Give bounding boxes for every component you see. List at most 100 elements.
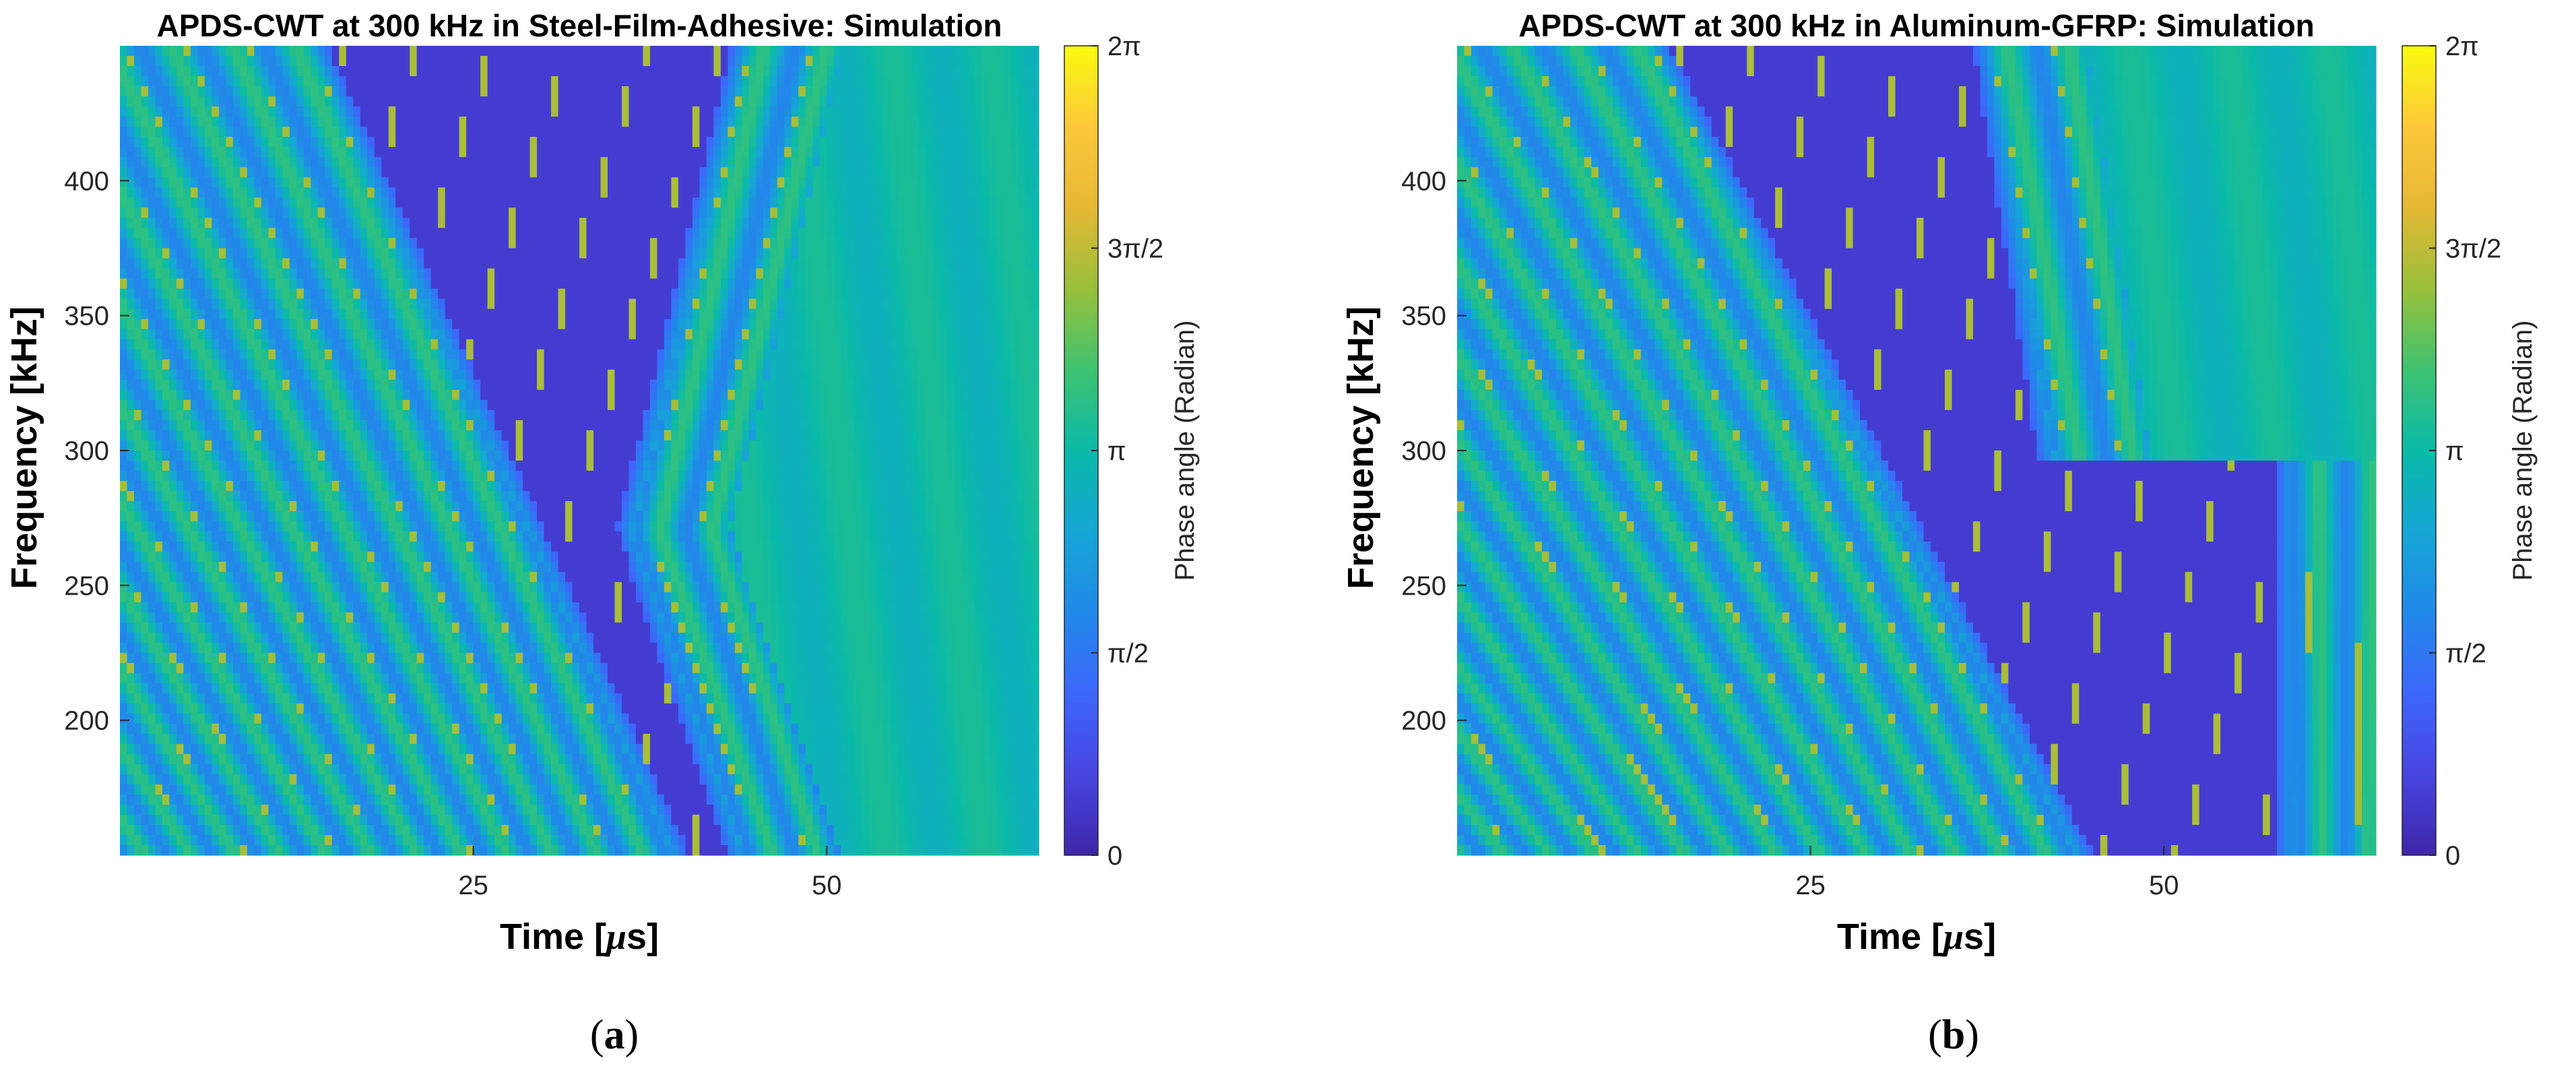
heatmap-cell bbox=[1025, 116, 1032, 127]
heatmap-cell bbox=[579, 167, 587, 178]
heatmap-cell bbox=[1025, 309, 1032, 320]
heatmap-cell bbox=[897, 207, 905, 218]
heatmap-cell bbox=[911, 137, 919, 147]
heatmap-cell bbox=[304, 269, 311, 279]
heatmap-cell bbox=[735, 390, 742, 401]
heatmap-cell bbox=[466, 167, 474, 178]
heatmap-cell bbox=[685, 96, 693, 107]
heatmap-cell bbox=[876, 137, 884, 147]
heatmap-cell bbox=[848, 380, 856, 391]
heatmap-cell bbox=[827, 410, 834, 421]
heatmap-cell bbox=[862, 177, 870, 188]
heatmap-cell bbox=[424, 66, 431, 77]
heatmap-cell bbox=[474, 207, 481, 218]
heatmap-cell bbox=[191, 197, 198, 208]
heatmap-cell bbox=[905, 370, 912, 380]
heatmap-cell bbox=[820, 309, 827, 320]
heatmap-cell bbox=[191, 238, 198, 248]
heatmap-cell bbox=[502, 167, 509, 178]
heatmap-cell bbox=[954, 259, 961, 269]
heatmap-cell bbox=[474, 410, 481, 421]
heatmap-cell bbox=[891, 400, 898, 411]
heatmap-cell bbox=[636, 360, 643, 370]
heatmap-cell bbox=[325, 76, 332, 87]
heatmap-cell bbox=[600, 329, 608, 340]
heatmap-cell bbox=[127, 167, 134, 178]
heatmap-cell bbox=[763, 137, 771, 147]
heatmap-cell bbox=[905, 147, 912, 158]
heatmap-cell bbox=[240, 360, 247, 370]
heatmap-cell bbox=[905, 329, 912, 340]
heatmap-cell bbox=[226, 147, 233, 158]
heatmap-cell bbox=[176, 289, 184, 300]
heatmap-cell bbox=[735, 187, 742, 198]
heatmap-cell bbox=[311, 289, 318, 300]
heatmap-cell bbox=[911, 339, 919, 350]
heatmap-cell bbox=[784, 299, 792, 310]
heatmap-cell bbox=[643, 96, 650, 107]
heatmap-cell bbox=[678, 410, 686, 421]
heatmap-cell bbox=[990, 127, 997, 137]
heatmap-cell bbox=[212, 157, 219, 168]
heatmap-cell bbox=[403, 66, 410, 77]
heatmap-cell bbox=[1010, 157, 1018, 168]
heatmap-cell bbox=[699, 177, 707, 188]
heatmap-cell bbox=[713, 329, 721, 340]
heatmap-cell bbox=[629, 157, 636, 168]
heatmap-cell bbox=[855, 329, 862, 340]
heatmap-cell bbox=[834, 187, 841, 198]
heatmap-cell bbox=[876, 259, 884, 269]
heatmap-cell bbox=[862, 66, 870, 77]
heatmap-cell bbox=[664, 238, 672, 248]
heatmap-cell bbox=[537, 380, 544, 391]
heatmap-cell bbox=[325, 420, 332, 431]
heatmap-cell bbox=[1010, 339, 1018, 350]
heatmap-cell bbox=[332, 248, 340, 259]
heatmap-cell bbox=[834, 360, 841, 370]
heatmap-cell bbox=[784, 86, 792, 97]
heatmap-cell bbox=[318, 329, 325, 340]
heatmap-cell bbox=[516, 390, 523, 401]
heatmap-cell bbox=[268, 167, 276, 178]
heatmap-cell bbox=[155, 420, 162, 431]
heatmap-cell bbox=[940, 420, 947, 431]
heatmap-cell bbox=[134, 279, 141, 290]
heatmap-cell bbox=[777, 137, 785, 147]
heatmap-cell bbox=[134, 137, 141, 147]
heatmap-cell bbox=[990, 390, 997, 401]
heatmap-cell bbox=[438, 127, 445, 137]
heatmap-cell bbox=[480, 96, 488, 107]
heatmap-cell bbox=[742, 127, 749, 137]
heatmap-cell bbox=[233, 410, 240, 421]
heatmap-cell bbox=[897, 339, 905, 350]
heatmap-cell bbox=[685, 349, 693, 360]
heatmap-cell bbox=[742, 96, 749, 107]
heatmap-cell bbox=[219, 137, 226, 147]
heatmap-cell bbox=[905, 76, 912, 87]
heatmap-cell bbox=[353, 390, 360, 401]
heatmap-cell bbox=[445, 420, 453, 431]
heatmap-cell bbox=[650, 400, 657, 411]
heatmap-cell bbox=[940, 167, 947, 178]
heatmap-cell bbox=[707, 137, 714, 147]
heatmap-cell bbox=[678, 197, 686, 208]
heatmap-cell bbox=[296, 96, 304, 107]
heatmap-cell bbox=[954, 248, 961, 259]
heatmap-cell bbox=[134, 390, 141, 401]
heatmap-cell bbox=[353, 238, 360, 248]
heatmap-cell bbox=[713, 259, 721, 269]
heatmap-cell bbox=[219, 218, 226, 228]
heatmap-cell bbox=[219, 197, 226, 208]
heatmap-cell bbox=[346, 309, 354, 320]
heatmap-cell bbox=[869, 299, 876, 310]
heatmap-cell bbox=[862, 380, 870, 391]
heatmap-cell bbox=[954, 76, 961, 87]
heatmap-cell bbox=[205, 420, 212, 431]
heatmap-cell bbox=[537, 390, 544, 401]
heatmap-cell bbox=[494, 410, 502, 421]
heatmap-cell bbox=[424, 197, 431, 208]
heatmap-cell bbox=[664, 177, 672, 188]
heatmap-cell bbox=[183, 339, 191, 350]
heatmap-cell bbox=[367, 137, 375, 147]
heatmap-cell bbox=[982, 66, 990, 77]
